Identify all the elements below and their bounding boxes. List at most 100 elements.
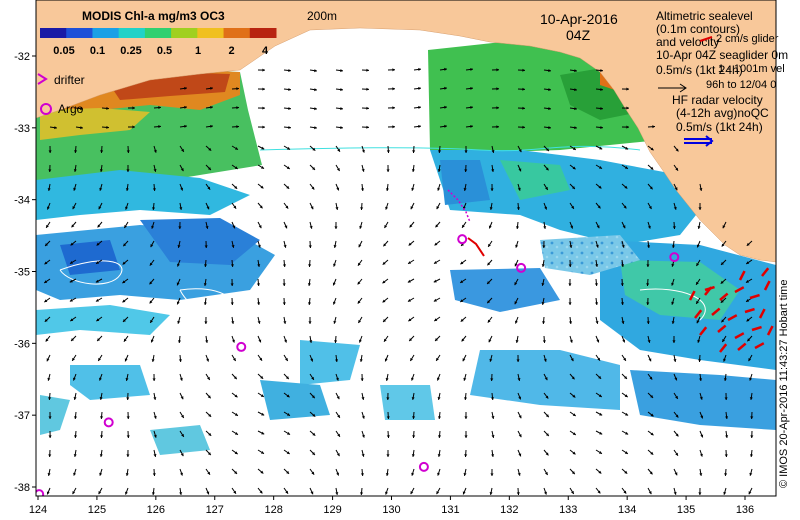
chl-patch bbox=[620, 260, 740, 320]
lat-tick-label: -33 bbox=[14, 123, 30, 135]
velocity-arrow-head bbox=[340, 88, 343, 92]
velocity-arrow-head bbox=[623, 490, 627, 494]
drifter-track bbox=[447, 189, 471, 223]
hfradar-scale-arrow-icon bbox=[684, 135, 714, 147]
velocity-arrow-head bbox=[488, 243, 491, 247]
velocity-arrow-head bbox=[73, 169, 77, 172]
velocity-arrow-head bbox=[340, 126, 343, 130]
hf-radar-vector bbox=[699, 326, 708, 336]
velocity-arrow-head bbox=[286, 166, 290, 169]
velocity-arrow-head bbox=[178, 226, 182, 229]
hf-radar-vector bbox=[704, 285, 715, 292]
velocity-arrow-head bbox=[310, 206, 314, 210]
velocity-arrow-head bbox=[418, 124, 421, 129]
velocity-arrow-head bbox=[288, 87, 291, 92]
velocity-arrow-head bbox=[180, 472, 183, 476]
velocity-arrow-head bbox=[444, 86, 447, 90]
hf-radar-vector bbox=[761, 267, 770, 277]
velocity-arrow-head bbox=[675, 452, 678, 456]
velocity-arrow-head bbox=[285, 376, 289, 380]
velocity-arrow-head bbox=[626, 106, 629, 110]
velocity-arrow-head bbox=[722, 338, 726, 342]
velocity-arrow-head bbox=[568, 264, 572, 267]
velocity-arrow-head bbox=[259, 357, 263, 361]
velocity-arrow-head bbox=[518, 434, 522, 438]
velocity-arrow-head bbox=[335, 207, 339, 210]
velocity-arrow-head bbox=[98, 357, 101, 361]
velocity-arrow-head bbox=[207, 167, 211, 171]
velocity-arrow-head bbox=[262, 125, 265, 129]
velocity-arrow-head bbox=[463, 472, 467, 476]
velocity-arrow-head bbox=[258, 225, 262, 229]
velocity-arrow-head bbox=[522, 106, 525, 110]
velocity-arrow-head bbox=[517, 377, 521, 381]
velocity-arrow-head bbox=[45, 338, 49, 342]
lon-tick-label: 131 bbox=[441, 504, 459, 516]
velocity-arrow-head bbox=[721, 262, 724, 265]
vector-legend: Altimetric sealevel (0.1m contours) and … bbox=[656, 9, 788, 147]
velocity-arrow-head bbox=[600, 125, 603, 130]
velocity-arrow-head bbox=[336, 396, 340, 400]
velocity-arrow-head bbox=[232, 357, 236, 361]
velocity-arrow-head bbox=[647, 339, 651, 343]
lat-tick-label: -34 bbox=[14, 195, 30, 207]
velocity-arrow-head bbox=[594, 302, 599, 305]
velocity-arrow-head bbox=[287, 146, 291, 150]
velocity-arrow-head bbox=[231, 321, 235, 324]
velocity-arrow-head bbox=[262, 106, 265, 110]
argo-float-marker bbox=[103, 417, 114, 428]
velocity-arrow-head bbox=[286, 185, 290, 189]
velocity-arrow-head bbox=[723, 491, 727, 495]
velocity-arrow-head bbox=[358, 339, 362, 343]
hf-radar-vector bbox=[763, 280, 771, 291]
colorbar-tick-label: 0.5 bbox=[157, 45, 172, 57]
velocity-arrow-head bbox=[545, 167, 549, 171]
velocity-arrow-head bbox=[357, 300, 361, 304]
velocity-arrow-head bbox=[698, 359, 702, 362]
colorbar-swatch bbox=[171, 28, 198, 38]
velocity-arrow-head bbox=[514, 282, 518, 286]
velocity-arrow-head bbox=[72, 491, 76, 495]
velocity-arrow-head bbox=[444, 105, 447, 109]
velocity-arrow-head bbox=[598, 165, 602, 169]
velocity-arrow-head bbox=[46, 491, 50, 495]
velocity-arrow-head bbox=[548, 69, 551, 73]
lon-tick-label: 128 bbox=[264, 504, 282, 516]
glider-track bbox=[467, 237, 485, 257]
velocity-arrow-head bbox=[282, 302, 286, 305]
velocity-arrow-head bbox=[73, 187, 77, 191]
velocity-arrow-head bbox=[652, 125, 655, 129]
velocity-arrow-head bbox=[73, 454, 77, 457]
velocity-arrow-head bbox=[176, 263, 180, 267]
velocity-arrow-head bbox=[574, 88, 577, 92]
velocity-arrow-head bbox=[437, 397, 441, 400]
velocity-arrow-head bbox=[308, 321, 312, 324]
velocity-arrow-head bbox=[436, 491, 440, 495]
hf-radar-vector bbox=[719, 343, 728, 353]
velocity-arrow-head bbox=[122, 261, 126, 265]
velocity-arrow-head bbox=[464, 416, 468, 419]
velocity-arrow-head bbox=[671, 301, 675, 305]
velocity-arrow-head bbox=[260, 185, 264, 189]
velocity-arrow-head bbox=[700, 415, 704, 419]
velocity-arrow-head bbox=[699, 396, 703, 400]
velocity-arrow-head bbox=[746, 299, 750, 302]
velocity-arrow-head bbox=[206, 358, 210, 362]
chl-patch bbox=[40, 395, 70, 435]
velocity-arrow-head bbox=[179, 492, 183, 495]
velocity-arrow-head bbox=[285, 205, 289, 209]
velocity-arrow-head bbox=[98, 206, 102, 210]
velocity-arrow-head bbox=[180, 187, 184, 191]
velocity-arrow-head bbox=[47, 377, 51, 381]
velocity-arrow-head bbox=[491, 454, 495, 457]
velocity-arrow-head bbox=[572, 166, 576, 170]
velocity-arrow-head bbox=[548, 126, 551, 130]
velocity-arrow-head bbox=[95, 279, 99, 283]
velocity-arrow-head bbox=[460, 318, 464, 322]
colorbar-swatch bbox=[144, 28, 172, 38]
velocity-arrow-head bbox=[621, 244, 625, 248]
velocity-arrow-head bbox=[285, 490, 289, 494]
velocity-arrow-head bbox=[408, 318, 412, 322]
velocity-arrow-head bbox=[124, 358, 128, 362]
velocity-arrow-head bbox=[646, 264, 650, 267]
